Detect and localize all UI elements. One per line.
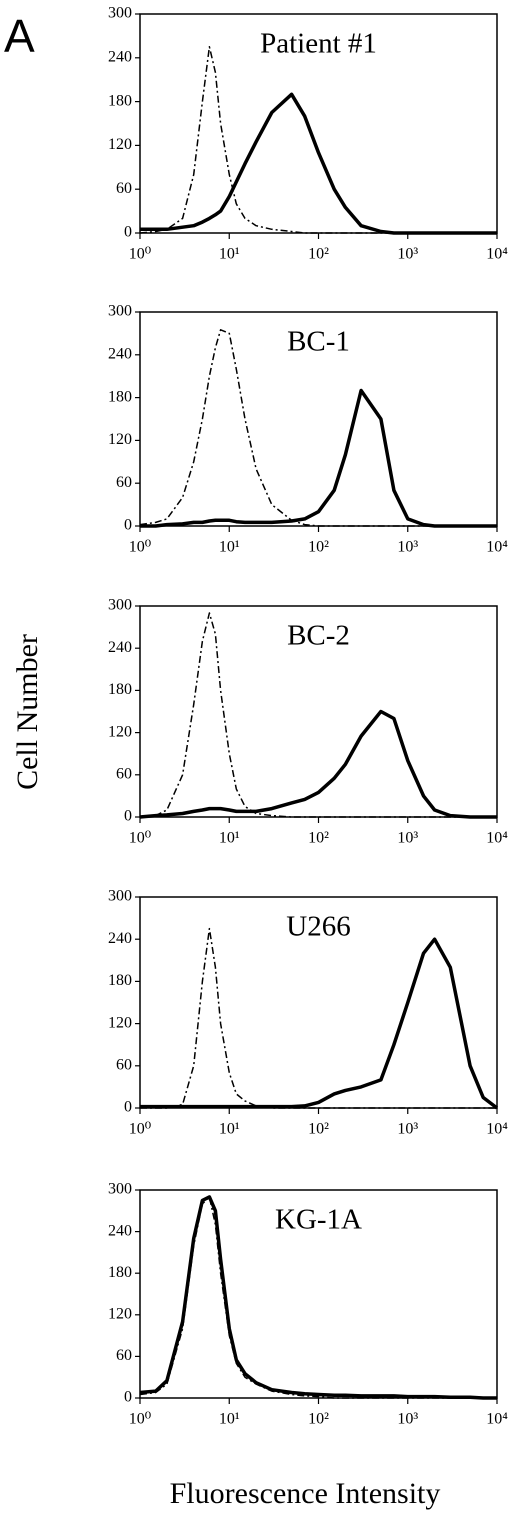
y-tick-label: 300 bbox=[108, 5, 132, 22]
x-tick-label: 10¹ bbox=[219, 1411, 240, 1428]
panel-label: A bbox=[4, 10, 35, 62]
y-tick-label: 300 bbox=[108, 597, 132, 614]
x-tick-label: 10⁰ bbox=[129, 830, 151, 847]
y-tick-label: 240 bbox=[108, 930, 132, 947]
x-tick-label: 10³ bbox=[397, 830, 418, 847]
x-tick-label: 10¹ bbox=[219, 1121, 240, 1138]
y-tick-label: 60 bbox=[116, 1056, 132, 1073]
x-tick-label: 10³ bbox=[397, 1121, 418, 1138]
panel-title: BC-1 bbox=[287, 326, 350, 358]
y-tick-label: 0 bbox=[124, 517, 132, 534]
y-tick-label: 240 bbox=[108, 639, 132, 656]
y-tick-label: 120 bbox=[108, 431, 132, 448]
sample-line bbox=[139, 1195, 497, 1400]
y-tick-label: 60 bbox=[116, 765, 132, 782]
y-tick-label: 60 bbox=[116, 474, 132, 491]
x-tick-label: 10⁰ bbox=[129, 1411, 151, 1428]
y-tick-label: 0 bbox=[124, 224, 132, 241]
sample-line bbox=[140, 388, 497, 528]
y-tick-label: 240 bbox=[108, 48, 132, 65]
control-line bbox=[139, 46, 497, 234]
y-tick-label: 120 bbox=[108, 723, 132, 740]
x-tick-label: 10² bbox=[308, 1121, 329, 1138]
y-axis-label: Cell Number bbox=[11, 634, 44, 790]
y-tick-label: 120 bbox=[108, 1014, 132, 1031]
x-tick-label: 10⁰ bbox=[129, 1121, 151, 1138]
x-axis-label: Fluorescence Intensity bbox=[170, 1477, 441, 1510]
y-tick-label: 300 bbox=[108, 888, 132, 905]
x-tick-label: 10⁴ bbox=[486, 1121, 508, 1138]
y-tick-label: 180 bbox=[108, 681, 132, 698]
y-tick-label: 300 bbox=[108, 303, 132, 320]
y-tick-label: 180 bbox=[108, 1264, 132, 1281]
x-tick-label: 10³ bbox=[397, 246, 418, 263]
x-tick-label: 10⁴ bbox=[486, 539, 508, 556]
panel-title: BC-2 bbox=[287, 620, 350, 652]
sample-line bbox=[139, 709, 497, 819]
y-tick-label: 120 bbox=[108, 136, 132, 153]
panel-title: Patient #1 bbox=[260, 28, 377, 60]
x-tick-label: 10² bbox=[308, 830, 329, 847]
x-tick-label: 10⁴ bbox=[486, 246, 508, 263]
y-tick-label: 240 bbox=[108, 1222, 132, 1239]
y-tick-label: 0 bbox=[124, 808, 132, 825]
x-tick-label: 10¹ bbox=[219, 246, 240, 263]
sample-line bbox=[140, 937, 499, 1110]
x-tick-label: 10⁴ bbox=[486, 1411, 508, 1428]
x-tick-label: 10¹ bbox=[219, 539, 240, 556]
panel-title: KG-1A bbox=[275, 1204, 362, 1236]
x-tick-label: 10⁰ bbox=[129, 246, 151, 263]
x-tick-label: 10⁴ bbox=[486, 830, 508, 847]
y-tick-label: 120 bbox=[108, 1305, 132, 1322]
y-tick-label: 180 bbox=[108, 92, 132, 109]
x-tick-label: 10³ bbox=[397, 539, 418, 556]
y-tick-label: 0 bbox=[124, 1389, 132, 1406]
control-line bbox=[139, 612, 497, 818]
y-tick-label: 300 bbox=[108, 1181, 132, 1198]
x-tick-label: 10⁰ bbox=[129, 539, 151, 556]
control-line bbox=[139, 329, 497, 527]
control-line bbox=[140, 927, 497, 1109]
y-tick-label: 180 bbox=[108, 972, 132, 989]
x-tick-label: 10² bbox=[308, 1411, 329, 1428]
y-tick-label: 0 bbox=[124, 1099, 132, 1116]
panel-title: U266 bbox=[286, 911, 350, 943]
x-tick-label: 10¹ bbox=[219, 830, 240, 847]
sample-line bbox=[140, 92, 497, 235]
y-tick-label: 240 bbox=[108, 345, 132, 362]
y-tick-label: 180 bbox=[108, 388, 132, 405]
x-tick-label: 10² bbox=[308, 539, 329, 556]
y-tick-label: 60 bbox=[116, 180, 132, 197]
x-tick-label: 10² bbox=[308, 246, 329, 263]
y-tick-label: 60 bbox=[116, 1347, 132, 1364]
x-tick-label: 10³ bbox=[397, 1411, 418, 1428]
